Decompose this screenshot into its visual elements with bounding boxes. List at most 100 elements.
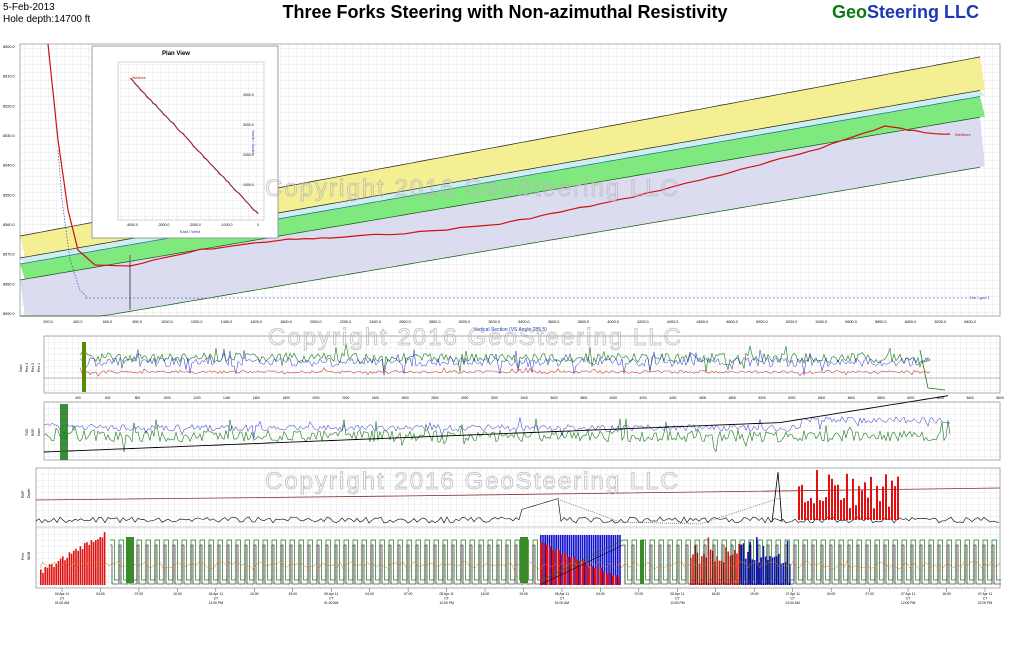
- x-tick-1400.0: 1400.0: [221, 320, 233, 324]
- x-tick-4000.0: 4000.0: [607, 320, 619, 324]
- time-tick-date: 05 Apr 11: [324, 592, 338, 596]
- y-tick-8520.0: 8520.0: [3, 104, 15, 108]
- cycle-bar: [756, 537, 758, 585]
- strip1-tick-1800: 1800: [283, 396, 291, 400]
- pump-bar: [97, 539, 99, 585]
- spike-bar: [867, 497, 869, 520]
- cycle-bar: [775, 556, 778, 585]
- time-tick-time: 12:00 PM: [439, 601, 454, 605]
- blue-bar: [601, 535, 604, 585]
- time-tick-date: 07 Apr 11: [901, 592, 915, 596]
- pump-bar: [51, 564, 53, 585]
- spike-bar: [852, 478, 854, 520]
- time-tick-zone: CT: [983, 597, 988, 601]
- planned-curve: [57, 149, 89, 299]
- cycle-bar: [749, 541, 751, 585]
- wellbore-line: [47, 43, 951, 267]
- cycle-bar: [760, 557, 762, 585]
- report-date: 5-Feb-2013: [3, 2, 55, 13]
- red-fill-bar: [582, 560, 584, 585]
- spike-bar: [813, 503, 815, 520]
- x-tick-5600.0: 5600.0: [845, 320, 857, 324]
- red-fill-bar: [597, 567, 599, 585]
- spike-bar: [822, 500, 824, 520]
- cycle-bar: [745, 558, 747, 585]
- x-tick-2200.0: 2200.0: [340, 320, 352, 324]
- blue-bar: [568, 535, 571, 585]
- strip1-tick-6000: 6000: [907, 396, 915, 400]
- cycle-bar: [729, 555, 732, 585]
- wellbore-label: Wellbore: [955, 132, 971, 137]
- plan-x-tick--2000.0: -2000.0: [189, 223, 201, 227]
- time-tick-date: 04 Apr 11: [55, 592, 69, 596]
- time-tick-date: 07 Apr 11: [786, 592, 800, 596]
- pump-bar: [88, 545, 90, 585]
- cycle-bar: [701, 556, 703, 585]
- red-fill-bar: [573, 556, 575, 585]
- rop-time-curve: [35, 498, 1000, 524]
- time-tick-21: 07:00: [865, 588, 874, 596]
- strip2-axis-2: TVD: [25, 429, 29, 436]
- pump-bar: [103, 532, 106, 585]
- time-tick-2: 07:00: [135, 588, 144, 596]
- time-tick-time: 07:00: [865, 592, 874, 596]
- strip1-tick-2600: 2600: [401, 396, 409, 400]
- red-fill-bar: [561, 554, 563, 585]
- brand-logo: GeoSteering LLC: [832, 2, 979, 23]
- y-tick-8570.0: 8570.0: [3, 253, 15, 257]
- plan-view-title: Plan View: [162, 51, 190, 57]
- spike-bar: [804, 502, 806, 520]
- time-tick-time: 04:00: [365, 592, 374, 596]
- blue-bar: [559, 535, 562, 585]
- red-fill-bar: [618, 577, 620, 585]
- time-tick-time: 16:00: [250, 592, 259, 596]
- formation-boundary-4: [20, 166, 981, 317]
- spike-bar: [873, 508, 875, 520]
- x-tick-3400.0: 3400.0: [518, 320, 530, 324]
- time-tick-date: 05 Apr 11: [439, 592, 453, 596]
- spike-bar: [882, 486, 884, 520]
- red-fill-bar: [612, 575, 614, 585]
- strip1-tick-3000: 3000: [461, 396, 469, 400]
- x-tick-600.0: 600.0: [103, 320, 113, 324]
- pump-bar: [99, 537, 101, 585]
- cross-section-x-label: Vertical Section (VS Angle 285.5): [473, 327, 547, 333]
- red-fill-bar: [540, 542, 542, 585]
- red-fill-bar: [552, 550, 554, 585]
- tvd-curve: [43, 395, 949, 453]
- time-tick-zone: CT: [60, 597, 65, 601]
- strip1-tick-3800: 3800: [580, 396, 588, 400]
- spike-bar: [891, 480, 893, 520]
- time-tick-time: 04:00: [827, 592, 836, 596]
- strip1-tick-2000: 2000: [312, 396, 320, 400]
- red-fill-bar: [594, 568, 596, 585]
- strip1-tick-5600: 5600: [848, 396, 856, 400]
- red-fill-bar: [558, 550, 560, 585]
- gamma2-curve: [43, 418, 951, 453]
- strip1-tick-400: 400: [75, 396, 81, 400]
- spike-bar: [879, 501, 881, 520]
- y-tick-8540.0: 8540.0: [3, 164, 15, 168]
- pump-bar: [70, 553, 73, 585]
- plan-x-tick--3000.0: -3000.0: [158, 223, 170, 227]
- y-tick-8510.0: 8510.0: [3, 75, 15, 79]
- resistivity-shallow-curve: [79, 367, 931, 377]
- x-tick-800.0: 800.0: [132, 320, 142, 324]
- page-title: Three Forks Steering with Non-azimuthal …: [282, 2, 728, 22]
- time-tick-time: 01:00 AM: [324, 601, 339, 605]
- time-tick-date: 04 Apr 11: [209, 592, 223, 596]
- y-tick-8500.0: 8500.0: [3, 45, 15, 49]
- time-tick-11: 16:00: [481, 588, 489, 596]
- brand-steering: Steering LLC: [867, 2, 980, 22]
- plan-x-tick-0: 0: [257, 223, 259, 227]
- x-tick-2000.0: 2000.0: [310, 320, 322, 324]
- cycle-bar: [771, 557, 773, 585]
- plan-y-tick-1000.0: 1000.0: [243, 183, 254, 187]
- cycle-bar: [709, 549, 712, 585]
- pump-bar: [62, 556, 64, 585]
- time-tick-time: 07:00: [135, 592, 144, 596]
